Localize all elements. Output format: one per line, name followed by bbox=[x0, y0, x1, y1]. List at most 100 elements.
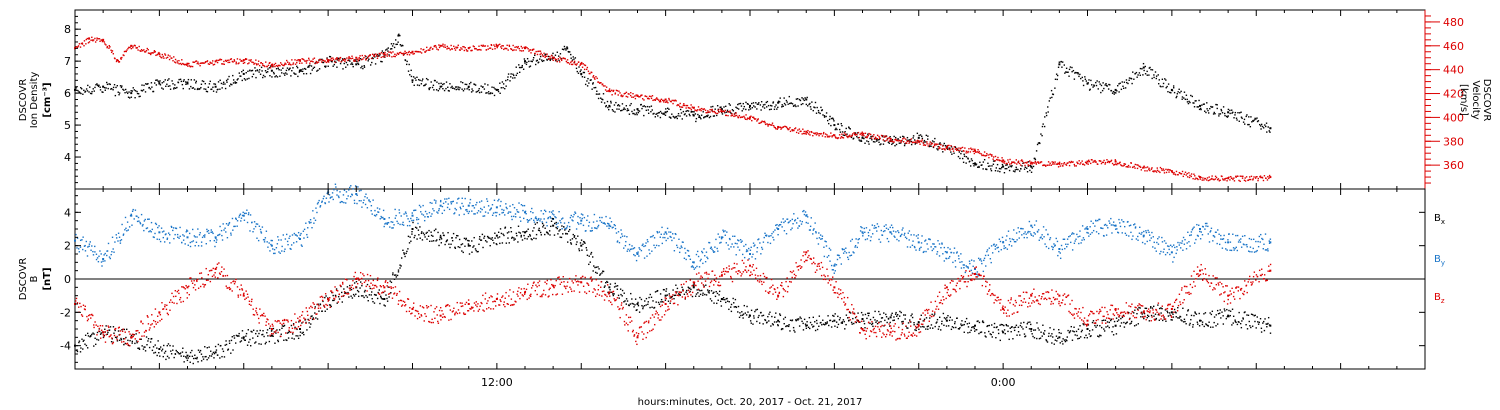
by-sample bbox=[616, 240, 619, 242]
velocity-sample bbox=[837, 137, 840, 139]
velocity-sample bbox=[484, 45, 487, 47]
by-sample bbox=[265, 230, 268, 232]
by-sample bbox=[1221, 238, 1224, 240]
density-sample bbox=[1216, 104, 1218, 106]
density-sample bbox=[675, 115, 678, 118]
density-sample bbox=[1238, 120, 1240, 122]
bx-sample bbox=[385, 294, 387, 296]
by-sample bbox=[508, 211, 510, 213]
by-sample bbox=[191, 241, 193, 243]
velocity-sample bbox=[889, 140, 892, 142]
by-sample bbox=[361, 206, 363, 208]
bx-sample bbox=[262, 333, 264, 336]
velocity-sample bbox=[284, 62, 286, 64]
velocity-sample bbox=[210, 62, 212, 64]
density-sample bbox=[575, 67, 578, 70]
density-sample bbox=[1150, 68, 1152, 71]
density-sample bbox=[989, 165, 991, 167]
by-sample bbox=[156, 238, 158, 240]
by-point bbox=[158, 231, 161, 234]
velocity-sample bbox=[141, 50, 144, 52]
velocity-sample bbox=[1046, 164, 1048, 166]
by-sample bbox=[942, 253, 944, 255]
density-sample bbox=[959, 157, 961, 160]
density-sample bbox=[112, 86, 115, 89]
by-sample bbox=[401, 223, 404, 226]
velocity-sample bbox=[897, 140, 899, 142]
velocity-sample bbox=[316, 61, 319, 64]
velocity-sample bbox=[977, 149, 979, 151]
velocity-sample bbox=[186, 64, 188, 66]
velocity-sample bbox=[1150, 168, 1153, 170]
by-sample bbox=[1163, 248, 1165, 250]
by-sample bbox=[422, 214, 425, 216]
by-sample bbox=[163, 241, 166, 243]
density-sample bbox=[94, 86, 96, 89]
velocity-sample bbox=[449, 49, 451, 51]
by-sample bbox=[1084, 228, 1086, 230]
density-sample bbox=[1044, 116, 1046, 118]
by-sample bbox=[1215, 231, 1217, 234]
by-sample bbox=[1163, 240, 1166, 242]
density-sample bbox=[764, 103, 766, 106]
density-sample bbox=[435, 89, 438, 91]
density-sample bbox=[84, 91, 86, 93]
density-sample bbox=[519, 71, 521, 74]
by-sample bbox=[284, 238, 287, 240]
velocity-sample bbox=[967, 151, 969, 154]
density-sample bbox=[1223, 112, 1226, 115]
bx-sample bbox=[151, 349, 154, 352]
density-sample bbox=[241, 79, 243, 82]
velocity-sample bbox=[344, 60, 346, 63]
velocity-sample bbox=[699, 108, 701, 110]
by-sample bbox=[219, 225, 221, 228]
velocity-sample bbox=[404, 52, 407, 55]
by-sample bbox=[965, 265, 967, 267]
density-sample bbox=[713, 115, 716, 117]
by-sample bbox=[720, 237, 723, 240]
velocity-sample bbox=[1195, 177, 1197, 179]
velocity-sample bbox=[1007, 161, 1010, 163]
by-sample bbox=[207, 229, 210, 232]
velocity-sample bbox=[233, 60, 236, 62]
density-sample bbox=[507, 73, 510, 75]
velocity-sample bbox=[973, 152, 976, 155]
density-sample bbox=[408, 63, 410, 66]
density-sample bbox=[1198, 108, 1201, 111]
by-sample bbox=[758, 238, 760, 240]
by-sample bbox=[539, 220, 541, 222]
density-sample bbox=[526, 57, 529, 60]
velocity-sample bbox=[242, 62, 245, 65]
density-sample bbox=[1065, 67, 1068, 70]
velocity-sample bbox=[1218, 180, 1221, 182]
density-sample bbox=[657, 115, 659, 117]
by-sample bbox=[1212, 240, 1214, 242]
velocity-sample bbox=[1078, 160, 1080, 162]
by-sample bbox=[553, 214, 555, 216]
by-sample bbox=[572, 220, 574, 222]
by-sample bbox=[241, 214, 244, 217]
velocity-sample bbox=[691, 106, 693, 108]
velocity-sample bbox=[216, 59, 218, 62]
by-sample bbox=[688, 255, 691, 257]
by-sample bbox=[365, 193, 367, 195]
by-sample bbox=[406, 215, 408, 217]
velocity-sample bbox=[764, 121, 766, 124]
by-sample bbox=[996, 247, 998, 249]
density-sample bbox=[979, 161, 981, 164]
density-sample bbox=[262, 76, 264, 79]
density-sample bbox=[856, 132, 859, 134]
density-sample bbox=[1166, 85, 1168, 88]
bx-sample bbox=[106, 333, 109, 335]
bx-sample bbox=[103, 334, 105, 337]
velocity-sample bbox=[976, 151, 978, 153]
by-sample bbox=[849, 240, 852, 242]
density-sample bbox=[943, 142, 945, 145]
panel-bottom-series bbox=[74, 183, 1272, 365]
density-sample bbox=[753, 105, 755, 107]
velocity-sample bbox=[207, 63, 210, 65]
density-sample bbox=[75, 89, 78, 91]
bx-sample bbox=[202, 358, 205, 360]
bx-sample bbox=[350, 288, 353, 291]
by-point bbox=[1170, 251, 1173, 254]
